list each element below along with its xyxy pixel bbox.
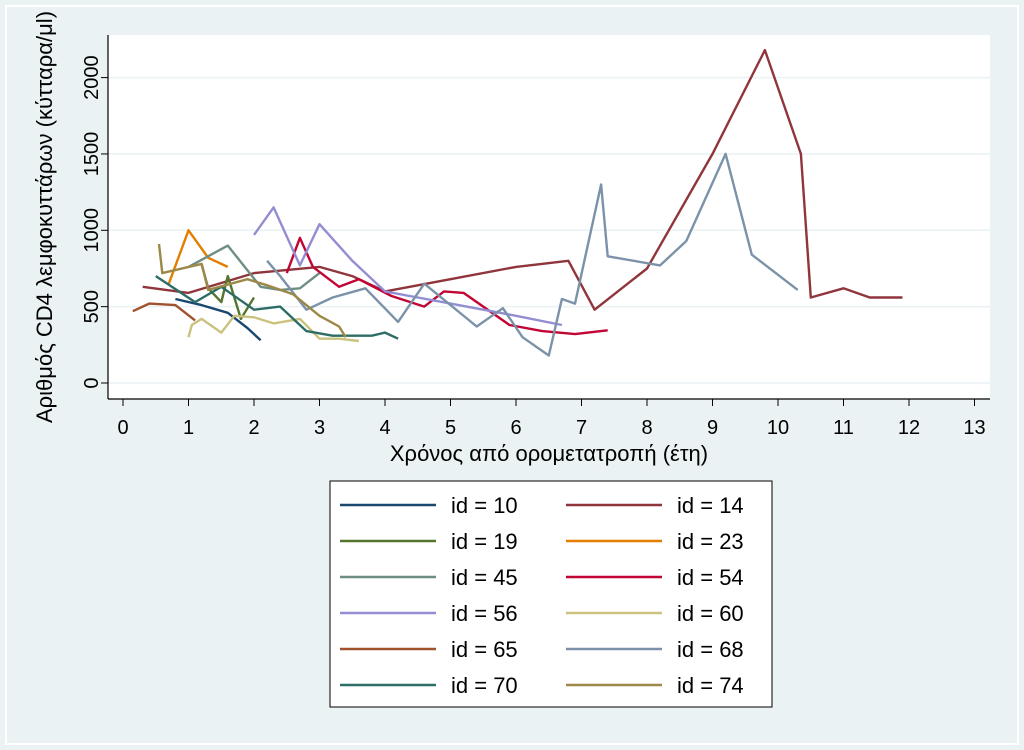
x-tick-label: 11: [833, 417, 854, 439]
y-axis-title: Αριθμός CD4 λεμφοκυττάρων (κύτταρα/μl): [32, 11, 57, 423]
legend: id = 10 id = 14 id = 19 id = 23 id = 45 id = …: [340, 493, 744, 698]
series-line-10: [155, 275, 399, 340]
legend-label-1: id = 14: [677, 493, 744, 518]
grid-lines: [108, 76, 990, 384]
series-line-1: [142, 48, 903, 311]
series-line-6: [253, 206, 563, 327]
x-tick-label: 4: [379, 417, 390, 439]
legend-label-4: id = 45: [451, 565, 518, 590]
series-line-5: [285, 236, 608, 336]
y-tick-label: 0: [81, 377, 103, 388]
series-line-8: [132, 302, 196, 322]
x-tick-label: 1: [183, 417, 194, 439]
plot-area: [108, 35, 990, 399]
legend-label-10: id = 70: [451, 673, 518, 698]
x-tick-label: 2: [248, 417, 259, 439]
legend-label-11: id = 74: [677, 673, 744, 698]
legend-label-6: id = 56: [451, 601, 518, 626]
legend-label-9: id = 68: [677, 637, 744, 662]
x-tick-label: 13: [963, 417, 985, 439]
y-tick-label: 500: [81, 290, 103, 323]
x-tick-label: 8: [641, 417, 652, 439]
x-ticks: 0 1 2 3 4 5 6 7 8 9 10 11 12 13: [117, 399, 986, 439]
series-line-9: [266, 152, 799, 357]
series-line-4: [187, 244, 321, 292]
series-line-0: [175, 297, 262, 342]
x-tick-label: 10: [767, 417, 789, 439]
y-tick-label: 1000: [81, 208, 103, 253]
x-tick-label: 0: [117, 417, 128, 439]
legend-label-3: id = 23: [677, 529, 744, 554]
y-tick-label: 1500: [81, 132, 103, 177]
x-tick-label: 9: [707, 417, 718, 439]
legend-label-7: id = 60: [677, 601, 744, 626]
x-axis-title: Χρόνος από ορομετατροπή (έτη): [390, 441, 708, 466]
x-tick-label: 5: [445, 417, 456, 439]
legend-label-2: id = 19: [451, 529, 518, 554]
x-tick-label: 12: [898, 417, 920, 439]
legend-label-8: id = 65: [451, 637, 518, 662]
x-tick-label: 3: [314, 417, 325, 439]
y-tick-label: 2000: [81, 55, 103, 100]
legend-label-5: id = 54: [677, 565, 744, 590]
series-lines: [132, 48, 903, 357]
outer-frame: [5, 5, 1019, 745]
legend-box: [329, 480, 773, 708]
x-tick-label: 6: [510, 417, 521, 439]
x-tick-label: 7: [576, 417, 587, 439]
series-line-7: [187, 314, 359, 343]
legend-label-0: id = 10: [451, 493, 518, 518]
y-ticks: 0 500 1000 1500 2000: [81, 55, 108, 389]
series-line-3: [167, 229, 229, 285]
series-line-11: [157, 243, 347, 338]
